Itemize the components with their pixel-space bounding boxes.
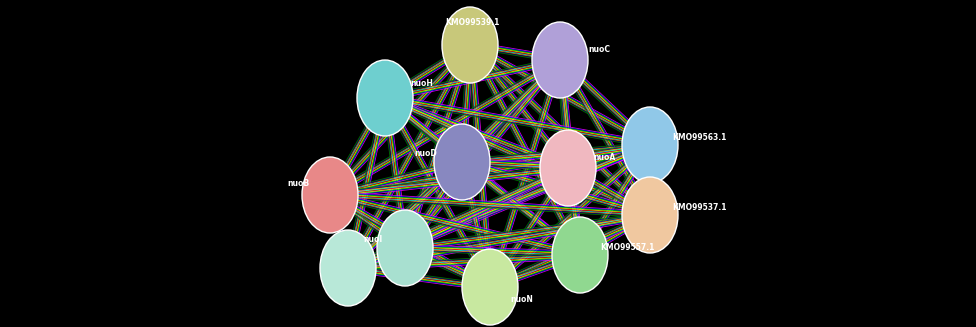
Ellipse shape — [357, 60, 413, 136]
Text: nuoN: nuoN — [510, 295, 533, 304]
Text: KMO99539.1: KMO99539.1 — [445, 18, 500, 27]
Text: KMO99557.1: KMO99557.1 — [600, 244, 654, 252]
Ellipse shape — [532, 22, 588, 98]
Ellipse shape — [442, 7, 498, 83]
Text: KMO99563.1: KMO99563.1 — [672, 133, 726, 143]
Ellipse shape — [320, 230, 376, 306]
Ellipse shape — [434, 124, 490, 200]
Text: nuoC: nuoC — [588, 45, 610, 54]
Text: nuoA: nuoA — [593, 153, 615, 163]
Ellipse shape — [622, 177, 678, 253]
Text: KMO99537.1: KMO99537.1 — [672, 203, 726, 213]
Ellipse shape — [540, 130, 596, 206]
Text: nuoI: nuoI — [364, 235, 383, 245]
Ellipse shape — [377, 210, 433, 286]
Text: nuoD: nuoD — [414, 148, 437, 158]
Text: nuoB: nuoB — [288, 179, 310, 187]
Text: nuoH: nuoH — [410, 79, 433, 88]
Ellipse shape — [302, 157, 358, 233]
Ellipse shape — [462, 249, 518, 325]
Ellipse shape — [622, 107, 678, 183]
Ellipse shape — [552, 217, 608, 293]
